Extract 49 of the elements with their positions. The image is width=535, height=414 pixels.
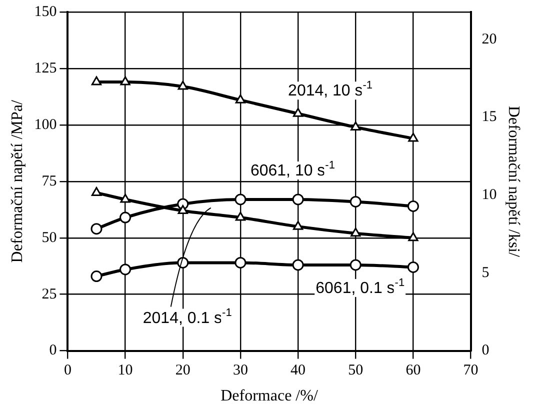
- point: [408, 132, 418, 142]
- point: [234, 194, 246, 206]
- y2-tick-label: 5: [482, 264, 490, 281]
- point: [120, 76, 130, 86]
- x-tick-label: 20: [175, 362, 190, 379]
- point: [120, 264, 132, 276]
- y2-tick-label: 0: [482, 342, 490, 359]
- point: [178, 205, 188, 214]
- point: [90, 270, 102, 282]
- x-tick-label: 60: [406, 362, 421, 379]
- x-tick-label: 70: [463, 362, 478, 379]
- point: [120, 212, 132, 224]
- point: [292, 220, 304, 230]
- y-tick-label: 0: [49, 342, 57, 359]
- x-tick-label: 50: [348, 362, 364, 379]
- x-tick-label: 30: [232, 362, 248, 379]
- x-tick-label: 40: [290, 362, 306, 379]
- y-tick-label: 125: [34, 60, 57, 76]
- point: [91, 76, 102, 86]
- point: [350, 196, 362, 208]
- y2-tick-label: 15: [482, 109, 497, 126]
- point: [292, 194, 304, 206]
- point: [178, 80, 188, 90]
- point: [350, 228, 361, 237]
- y2-axis-title: Deformační napětí /ksi/: [505, 106, 522, 258]
- point: [350, 121, 361, 130]
- point: [91, 186, 102, 196]
- point: [234, 256, 246, 268]
- y-tick-label: 25: [42, 286, 57, 302]
- x-tick-label: 10: [118, 362, 133, 379]
- x-tick-label: 0: [64, 362, 72, 379]
- y2-tick-label: 10: [482, 187, 497, 204]
- point: [407, 200, 419, 212]
- point: [235, 94, 246, 104]
- point: [408, 232, 418, 242]
- point: [235, 212, 246, 221]
- point: [90, 223, 102, 235]
- point: [292, 108, 304, 117]
- point: [120, 194, 130, 203]
- y-tick-label: 75: [42, 173, 57, 190]
- y-tick-label: 100: [34, 116, 57, 133]
- y-tick-label: 50: [42, 230, 57, 246]
- point: [350, 259, 362, 271]
- point: [407, 261, 419, 273]
- y2-tick-label: 20: [482, 31, 497, 48]
- x-axis-title: Deformace /%/: [220, 388, 318, 405]
- y-tick-label: 150: [34, 4, 57, 20]
- point: [292, 259, 304, 271]
- y-axis-title: Deformační napětí /MPa/: [8, 100, 26, 263]
